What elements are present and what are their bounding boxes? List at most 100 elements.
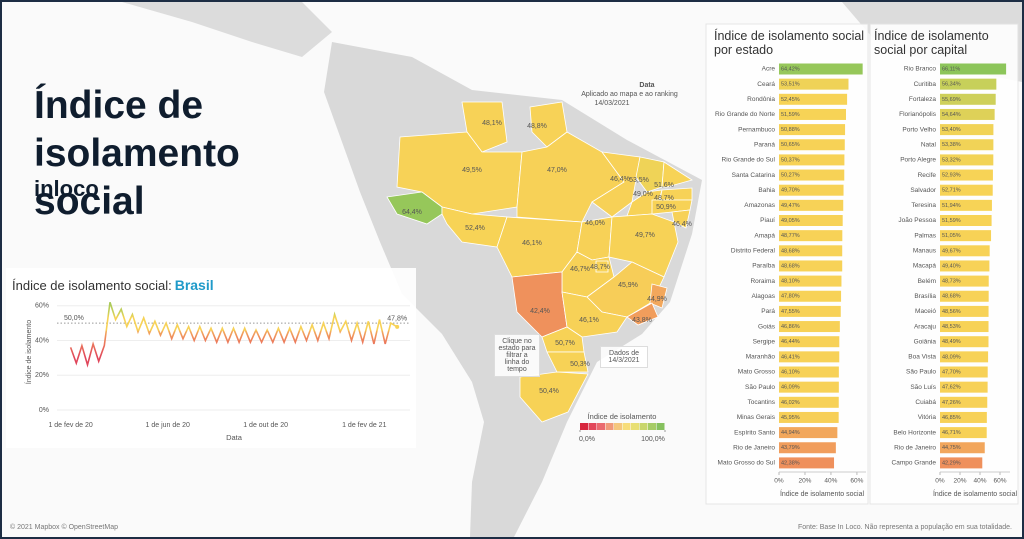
region[interactable] [635,156,665,193]
data-label: 53,40% [942,127,961,133]
data-label: 53,32% [942,157,961,163]
category-label: Maranhão [746,354,776,361]
region[interactable] [661,161,693,188]
category-label: Rio de Janeiro [894,444,936,451]
legend-swatch [614,423,622,430]
category-label: Goiânia [914,338,937,345]
bar [779,230,843,242]
bar [779,184,844,196]
region[interactable] [441,206,508,248]
filter-title: Data [639,82,655,89]
bar [940,245,990,257]
data-label: 45,95% [781,415,800,421]
chart-title: Índice de isolamento social: Brasil [12,277,214,293]
data-label: 47,55% [781,309,800,315]
category-label: Salvador [910,187,936,194]
legend-label: 100,0% [641,436,665,443]
bar [940,411,987,423]
chart-title-text: Índice de isolamento social: [12,278,172,293]
bar [940,351,989,363]
x-tick-label: 1 de fev de 21 [342,422,386,429]
bar [940,381,988,393]
category-label: São Paulo [906,369,936,376]
data-label: 42,29% [942,460,961,466]
category-label: São Luís [910,384,936,391]
data-label: 49,70% [781,188,800,194]
x-axis-label: Índice de isolamento social [933,489,1017,498]
y-tick-label: 20% [35,372,49,379]
y-tick-label: 40% [35,337,49,344]
data-label: 47,70% [942,369,961,375]
point [395,324,400,329]
bar [779,396,839,408]
data-label: 49,40% [942,263,961,269]
category-label: Amazonas [744,202,775,209]
category-label: Piauí [760,217,775,224]
bar [940,93,996,105]
region[interactable] [626,302,659,326]
region[interactable] [595,260,609,273]
filter-value[interactable]: 14/03/2021 [594,100,630,107]
data-label: 50,27% [781,173,800,179]
category-label: Rio Grande do Norte [715,111,775,118]
y-tick-label: 60% [35,303,49,310]
data-label: 48,68% [781,263,800,269]
category-label: Belém [918,278,936,285]
attribution: © 2021 Mapbox © OpenStreetMap [10,524,118,531]
category-label: Goiás [758,323,776,330]
region[interactable] [671,209,691,229]
data-label: 48,53% [942,324,961,330]
data-label: 43,79% [781,445,800,451]
data-label: 48,73% [942,279,961,285]
region[interactable] [546,351,589,373]
data-label: 42,38% [781,460,800,466]
region[interactable] [461,101,508,153]
region[interactable] [649,283,668,309]
data-label: 48,09% [942,354,961,360]
category-label: Espírito Santo [734,429,775,436]
land [122,2,332,57]
bar [940,184,993,196]
region-label: 50,9% [656,204,676,211]
region-label: 48,7% [654,195,674,202]
data-label: 48,49% [942,339,961,345]
category-label: Florianópolis [899,111,937,118]
bar [779,457,835,469]
region-label: 48,1% [482,120,502,127]
data-label: 46,86% [781,324,800,330]
region[interactable] [608,213,679,278]
legend-swatch [656,423,665,430]
region[interactable] [396,131,523,215]
bar [779,93,848,105]
chart-title-highlight[interactable]: Brasil [174,277,214,293]
category-label: Palmas [914,232,936,239]
data-label: 46,10% [781,369,800,375]
data-label: 47,8% [387,316,407,323]
data-label: 48,68% [942,294,961,300]
region-label: 46,7% [570,266,590,273]
category-label: Teresina [911,202,936,209]
region-label: 50,3% [570,361,590,368]
category-label: Maceió [915,308,936,315]
data-label: 52,93% [942,173,961,179]
region-label: 46,4% [672,221,692,228]
category-label: Distrito Federal [731,248,776,255]
bar [779,366,839,378]
region-label: 43,8% [632,317,652,324]
bar [779,336,840,348]
bar [779,63,863,75]
page-subtitle: inloco [34,176,99,201]
x-tick-label: 40% [824,478,837,485]
category-label: Pernambuco [738,126,775,133]
bar [940,396,988,408]
category-label: Cuiabá [915,399,936,406]
data-label: 46,09% [781,385,800,391]
region-label: 46,1% [522,240,542,247]
category-label: Rio de Janeiro [733,444,775,451]
category-label: Fortaleza [909,96,936,103]
category-label: Tocantins [748,399,776,406]
x-tick-label: 1 de fev de 20 [48,422,92,429]
x-tick-label: 20% [953,478,966,485]
region[interactable] [519,371,589,423]
region[interactable] [541,326,585,353]
